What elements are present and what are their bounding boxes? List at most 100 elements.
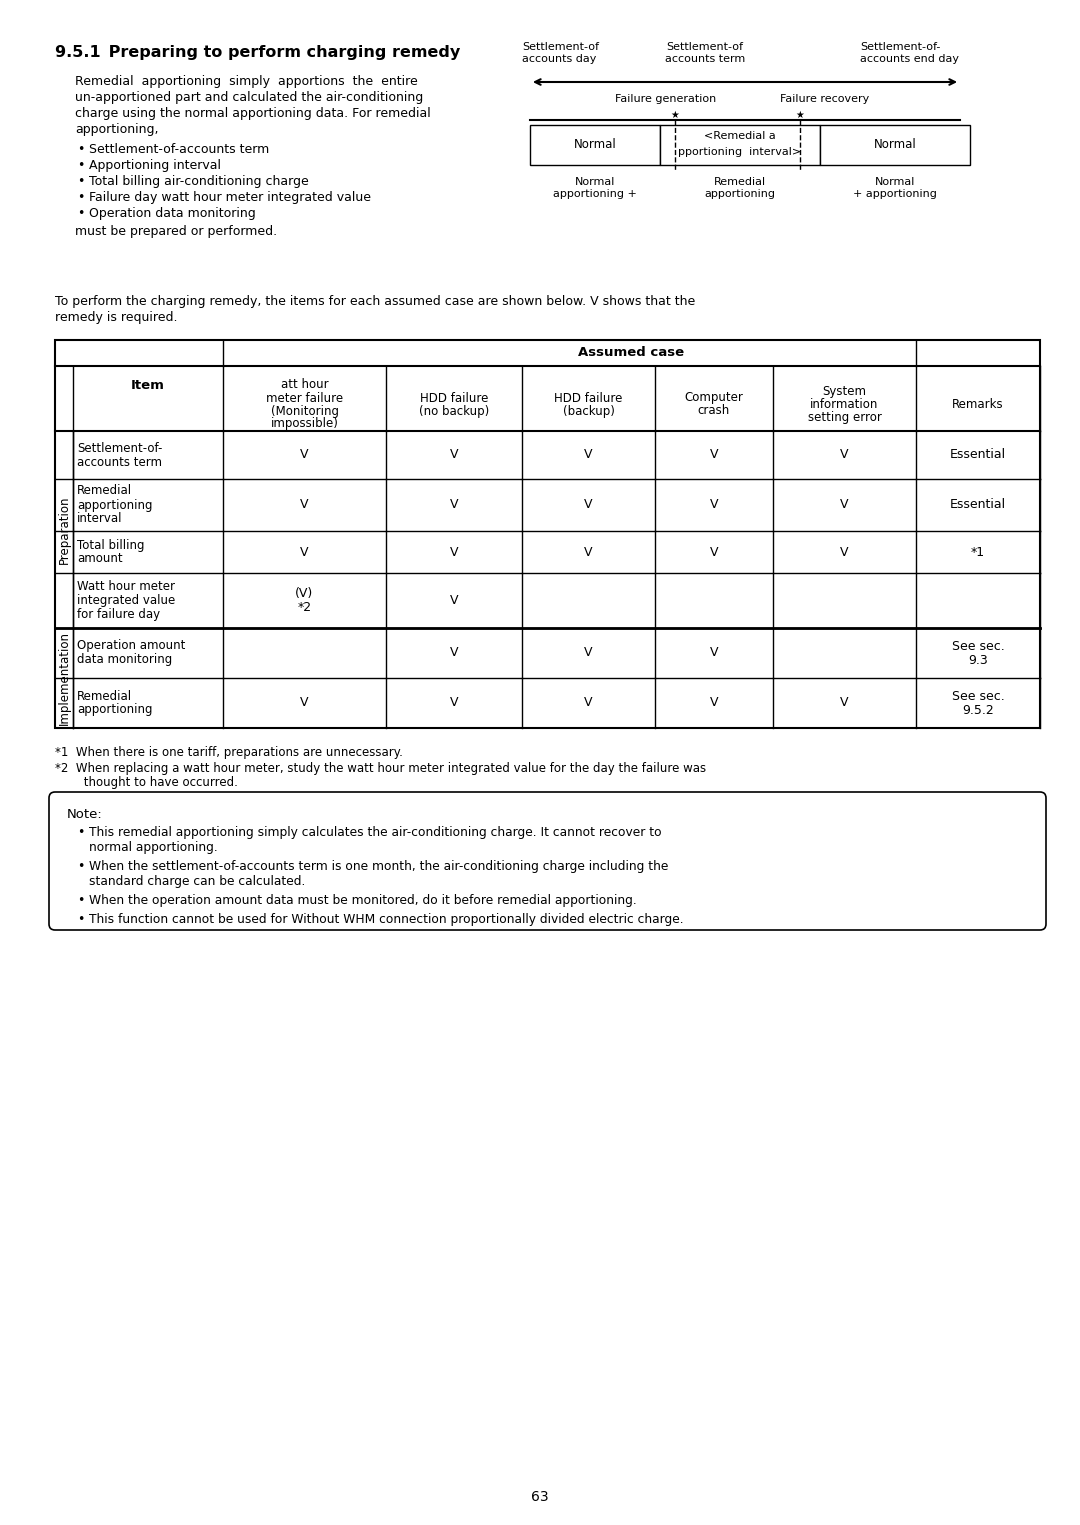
- Bar: [660, 125, 820, 165]
- Text: Preparation: Preparation: [57, 496, 70, 564]
- Text: charge using the normal apportioning data. For remedial: charge using the normal apportioning dat…: [75, 107, 431, 120]
- Text: V: V: [449, 448, 458, 462]
- Text: standard charge can be calculated.: standard charge can be calculated.: [89, 875, 306, 888]
- Text: *1: *1: [971, 546, 985, 558]
- Text: apportioning: apportioning: [77, 499, 152, 511]
- Text: Settlement-of-accounts term: Settlement-of-accounts term: [89, 143, 269, 156]
- Text: interval: interval: [77, 512, 122, 526]
- Text: •: •: [77, 175, 84, 188]
- Text: Normal: Normal: [874, 139, 916, 151]
- FancyBboxPatch shape: [49, 791, 1047, 930]
- Text: Apportioning interval: Apportioning interval: [89, 159, 221, 172]
- Text: When the settlement-of-accounts term is one month, the air-conditioning charge i: When the settlement-of-accounts term is …: [89, 860, 669, 872]
- Text: crash: crash: [698, 404, 730, 418]
- Text: (V): (V): [295, 587, 313, 599]
- Text: V: V: [449, 697, 458, 709]
- Text: Settlement-of
accounts day: Settlement-of accounts day: [522, 43, 599, 64]
- Text: Essential: Essential: [950, 499, 1007, 511]
- Text: Note:: Note:: [67, 808, 103, 820]
- Text: Remedial
apportioning: Remedial apportioning: [704, 177, 775, 198]
- Text: V: V: [584, 499, 593, 511]
- Text: (no backup): (no backup): [419, 404, 489, 418]
- Text: impossible): impossible): [271, 418, 338, 430]
- Text: amount: amount: [77, 552, 123, 566]
- Text: accounts term: accounts term: [77, 456, 162, 468]
- Text: V: V: [710, 697, 718, 709]
- Text: Assumed case: Assumed case: [579, 346, 685, 358]
- Text: See sec.: See sec.: [951, 689, 1004, 703]
- Text: V: V: [300, 448, 309, 462]
- Text: V: V: [584, 546, 593, 558]
- Text: •: •: [77, 913, 84, 926]
- Text: <Remedial a: <Remedial a: [704, 131, 775, 140]
- Text: To perform the charging remedy, the items for each assumed case are shown below.: To perform the charging remedy, the item…: [55, 294, 696, 308]
- Text: meter failure: meter failure: [266, 392, 343, 404]
- Text: for failure day: for failure day: [77, 608, 160, 621]
- Text: Settlement-of
accounts term: Settlement-of accounts term: [665, 43, 745, 64]
- Text: V: V: [840, 499, 849, 511]
- Text: apportioning: apportioning: [77, 703, 152, 717]
- Text: V: V: [840, 546, 849, 558]
- Text: Normal
apportioning +: Normal apportioning +: [553, 177, 637, 198]
- Text: *1  When there is one tariff, preparations are unnecessary.: *1 When there is one tariff, preparation…: [55, 746, 403, 759]
- Text: *2: *2: [297, 601, 311, 615]
- Text: un-apportioned part and calculated the air-conditioning: un-apportioned part and calculated the a…: [75, 92, 423, 104]
- Text: •: •: [77, 827, 84, 839]
- Text: ★: ★: [670, 110, 678, 120]
- Text: *2  When replacing a watt hour meter, study the watt hour meter integrated value: *2 When replacing a watt hour meter, stu…: [55, 762, 706, 775]
- Text: V: V: [584, 448, 593, 462]
- Text: Essential: Essential: [950, 448, 1007, 462]
- Text: •: •: [77, 207, 84, 220]
- Text: (backup): (backup): [563, 404, 615, 418]
- Text: V: V: [449, 499, 458, 511]
- Text: data monitoring: data monitoring: [77, 654, 172, 666]
- Text: ★: ★: [795, 110, 804, 120]
- Text: (Monitoring: (Monitoring: [270, 404, 338, 418]
- Text: pportioning  interval>: pportioning interval>: [678, 146, 801, 157]
- Text: HDD failure: HDD failure: [554, 392, 623, 404]
- Text: Normal
+ apportioning: Normal + apportioning: [853, 177, 937, 198]
- Text: •: •: [77, 159, 84, 172]
- Text: V: V: [710, 448, 718, 462]
- Text: Failure day watt hour meter integrated value: Failure day watt hour meter integrated v…: [89, 191, 372, 204]
- Text: V: V: [449, 595, 458, 607]
- Text: remedy is required.: remedy is required.: [55, 311, 177, 323]
- Text: att hour: att hour: [281, 378, 328, 392]
- Text: HDD failure: HDD failure: [420, 392, 488, 404]
- Text: V: V: [840, 697, 849, 709]
- Text: V: V: [449, 546, 458, 558]
- Text: normal apportioning.: normal apportioning.: [89, 840, 218, 854]
- Text: Failure generation: Failure generation: [615, 95, 716, 104]
- Text: Implementation: Implementation: [57, 631, 70, 724]
- Text: 9.3: 9.3: [968, 654, 988, 666]
- Text: V: V: [300, 697, 309, 709]
- Text: apportioning,: apportioning,: [75, 124, 159, 136]
- Text: When the operation amount data must be monitored, do it before remedial apportio: When the operation amount data must be m…: [89, 894, 637, 907]
- Text: 9.5.1 Preparing to perform charging remedy: 9.5.1 Preparing to perform charging reme…: [55, 46, 460, 59]
- Text: Failure recovery: Failure recovery: [780, 95, 869, 104]
- Text: must be prepared or performed.: must be prepared or performed.: [75, 226, 278, 238]
- Bar: [530, 125, 660, 165]
- Text: Operation data monitoring: Operation data monitoring: [89, 207, 256, 220]
- Text: Operation amount: Operation amount: [77, 639, 186, 653]
- Text: 9.5.2: 9.5.2: [962, 703, 994, 717]
- Bar: [55, 340, 1040, 727]
- Text: V: V: [300, 499, 309, 511]
- Text: 63: 63: [531, 1490, 549, 1504]
- Text: integrated value: integrated value: [77, 595, 175, 607]
- Text: V: V: [584, 697, 593, 709]
- Text: Remedial  apportioning  simply  apportions  the  entire: Remedial apportioning simply apportions …: [75, 75, 418, 88]
- Text: Settlement-of-
accounts end day: Settlement-of- accounts end day: [860, 43, 959, 64]
- Text: •: •: [77, 894, 84, 907]
- Text: •: •: [77, 191, 84, 204]
- Text: information: information: [810, 398, 879, 412]
- Text: V: V: [840, 448, 849, 462]
- Text: V: V: [300, 546, 309, 558]
- Text: See sec.: See sec.: [951, 639, 1004, 653]
- Text: Settlement-of-: Settlement-of-: [77, 442, 162, 454]
- Text: setting error: setting error: [808, 412, 881, 424]
- Text: Total billing air-conditioning charge: Total billing air-conditioning charge: [89, 175, 309, 188]
- Text: Remarks: Remarks: [953, 398, 1003, 412]
- Text: System: System: [823, 384, 866, 398]
- Text: Total billing: Total billing: [77, 538, 145, 552]
